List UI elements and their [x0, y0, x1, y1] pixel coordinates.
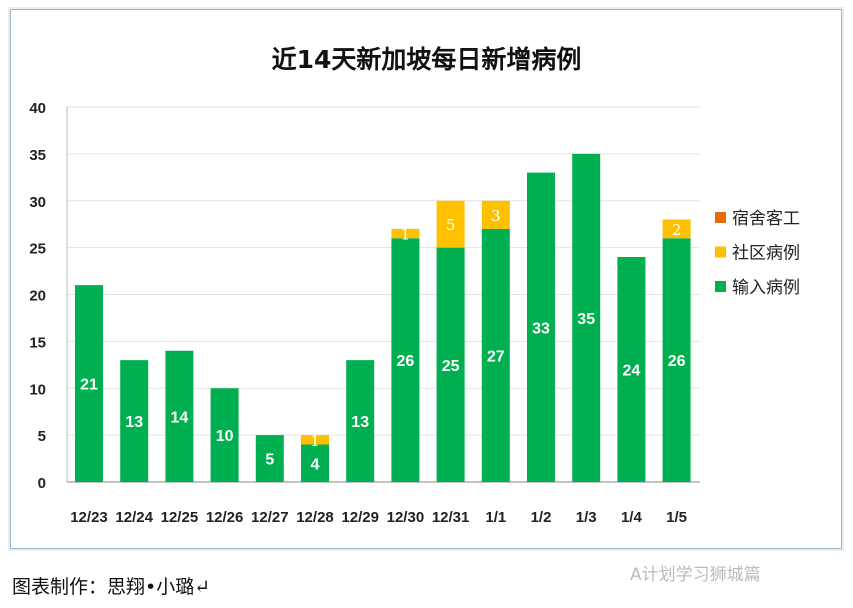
bar-segment — [662, 219, 691, 239]
x-tick-label: 12/27 — [251, 509, 289, 526]
chart-title: 近14天新加坡每日新增病例 — [271, 45, 582, 74]
x-tick-label: 1/3 — [576, 509, 597, 526]
legend-swatch — [715, 246, 726, 258]
bar-segment — [481, 228, 510, 482]
data-label: 1 — [401, 226, 411, 244]
bar-segment — [255, 435, 284, 482]
y-tick-label: 35 — [29, 147, 46, 164]
legend-swatch — [715, 281, 726, 292]
y-tick-label: 5 — [38, 428, 46, 445]
x-tick-label: 12/26 — [206, 509, 244, 526]
y-tick-label: 40 — [29, 100, 46, 117]
bar-segment — [527, 172, 555, 482]
x-tick-label: 12/25 — [161, 509, 199, 526]
bar-segment — [572, 153, 601, 482]
x-tick-label: 12/28 — [296, 509, 334, 526]
data-label: 26 — [397, 353, 415, 370]
y-tick-label: 15 — [29, 334, 46, 351]
y-tick-label: 20 — [29, 288, 46, 305]
data-label: 13 — [125, 414, 143, 431]
x-tick-label: 12/29 — [341, 509, 379, 526]
x-tick-label: 1/5 — [666, 509, 687, 526]
data-label: 1 — [310, 432, 320, 450]
data-label: 3 — [491, 207, 501, 225]
watermark: A计划学习狮城篇 — [630, 565, 761, 585]
data-label: 13 — [351, 414, 369, 431]
x-tick-label: 1/1 — [485, 509, 506, 526]
bar-segment — [617, 257, 646, 482]
x-tick-label: 12/24 — [115, 509, 153, 526]
bar-segment — [662, 238, 691, 482]
data-label: 33 — [532, 320, 550, 337]
bar-segment — [346, 360, 375, 482]
bar-segment — [165, 350, 194, 482]
y-tick-label: 0 — [38, 475, 46, 492]
legend-swatch — [715, 212, 726, 223]
legend-label: 宿舍客工 — [732, 209, 800, 229]
y-tick-label: 10 — [29, 381, 46, 398]
x-tick-label: 1/2 — [531, 509, 552, 526]
data-label: 14 — [171, 409, 189, 426]
data-label: 26 — [668, 353, 686, 370]
data-label: 5 — [265, 452, 274, 469]
data-label: 25 — [442, 358, 460, 375]
x-tick-label: 1/4 — [621, 509, 643, 526]
data-label: 4 — [311, 456, 320, 473]
data-label: 24 — [623, 363, 641, 380]
data-label: 5 — [446, 216, 456, 234]
data-label: 21 — [80, 377, 98, 394]
chart-frame — [10, 9, 842, 549]
data-label: 2 — [672, 221, 682, 239]
bar-segment — [75, 285, 103, 482]
bar-segment — [391, 228, 420, 239]
data-label: 35 — [577, 311, 595, 328]
bar-segment — [301, 435, 329, 445]
bar-segment — [301, 444, 329, 482]
y-tick-label: 30 — [29, 194, 46, 211]
credit-text: 图表制作：思翔•小璐↵ — [12, 576, 211, 598]
x-tick-label: 12/23 — [70, 509, 108, 526]
bar-segment — [120, 360, 149, 482]
legend-label: 社区病例 — [732, 244, 800, 264]
legend-label: 输入病例 — [732, 278, 800, 298]
y-tick-label: 25 — [29, 241, 46, 258]
x-tick-label: 12/30 — [387, 509, 425, 526]
bar-segment — [436, 200, 465, 248]
bar-segment — [436, 247, 465, 482]
data-label: 27 — [487, 348, 505, 365]
x-tick-label: 12/31 — [432, 509, 470, 526]
bar-segment — [391, 238, 420, 482]
bar-segment — [210, 388, 239, 482]
bar-segment — [481, 200, 510, 229]
data-label: 10 — [216, 428, 234, 445]
